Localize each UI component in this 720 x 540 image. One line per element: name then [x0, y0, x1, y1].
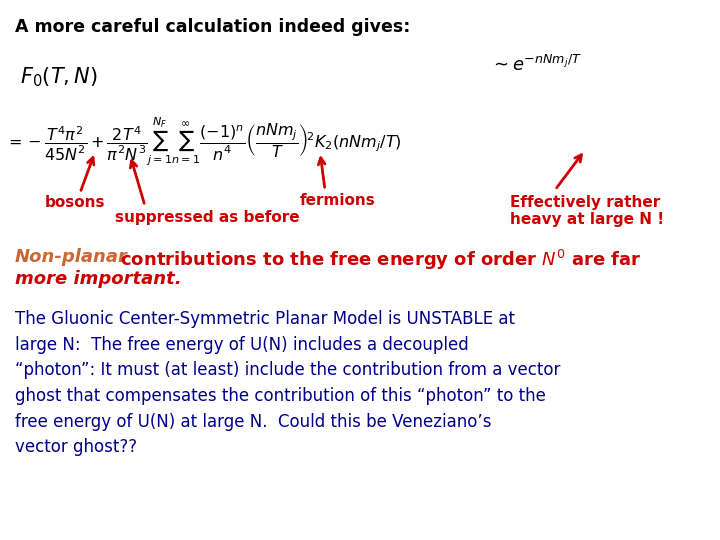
Text: bosons: bosons [45, 195, 106, 210]
Text: A more careful calculation indeed gives:: A more careful calculation indeed gives: [15, 18, 410, 36]
Text: contributions to the free energy of order $N^{0}$ are far: contributions to the free energy of orde… [114, 248, 642, 272]
Text: more important.: more important. [15, 270, 181, 288]
Text: $F_0(T, N)$: $F_0(T, N)$ [20, 65, 97, 89]
Text: fermions: fermions [300, 193, 376, 208]
Text: $= -\dfrac{T^4\pi^2}{45N^2} + \dfrac{2T^4}{\pi^2 N^3}\sum_{j=1}^{N_F}\sum_{n=1}^: $= -\dfrac{T^4\pi^2}{45N^2} + \dfrac{2T^… [5, 115, 402, 167]
Text: Non-planar: Non-planar [15, 248, 128, 266]
Text: suppressed as before: suppressed as before [115, 210, 300, 225]
Text: $\sim e^{-nNm_j/T}$: $\sim e^{-nNm_j/T}$ [490, 55, 582, 75]
Text: Effectively rather
heavy at large N !: Effectively rather heavy at large N ! [510, 195, 664, 227]
Text: The Gluonic Center-Symmetric Planar Model is UNSTABLE at
large N:  The free ener: The Gluonic Center-Symmetric Planar Mode… [15, 310, 560, 456]
